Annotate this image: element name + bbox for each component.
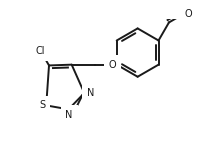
Text: O: O [109,60,116,70]
Text: S: S [39,100,46,110]
Text: O: O [184,9,192,19]
Text: N: N [87,88,94,98]
Text: N: N [65,110,73,120]
Text: Cl: Cl [36,46,45,56]
